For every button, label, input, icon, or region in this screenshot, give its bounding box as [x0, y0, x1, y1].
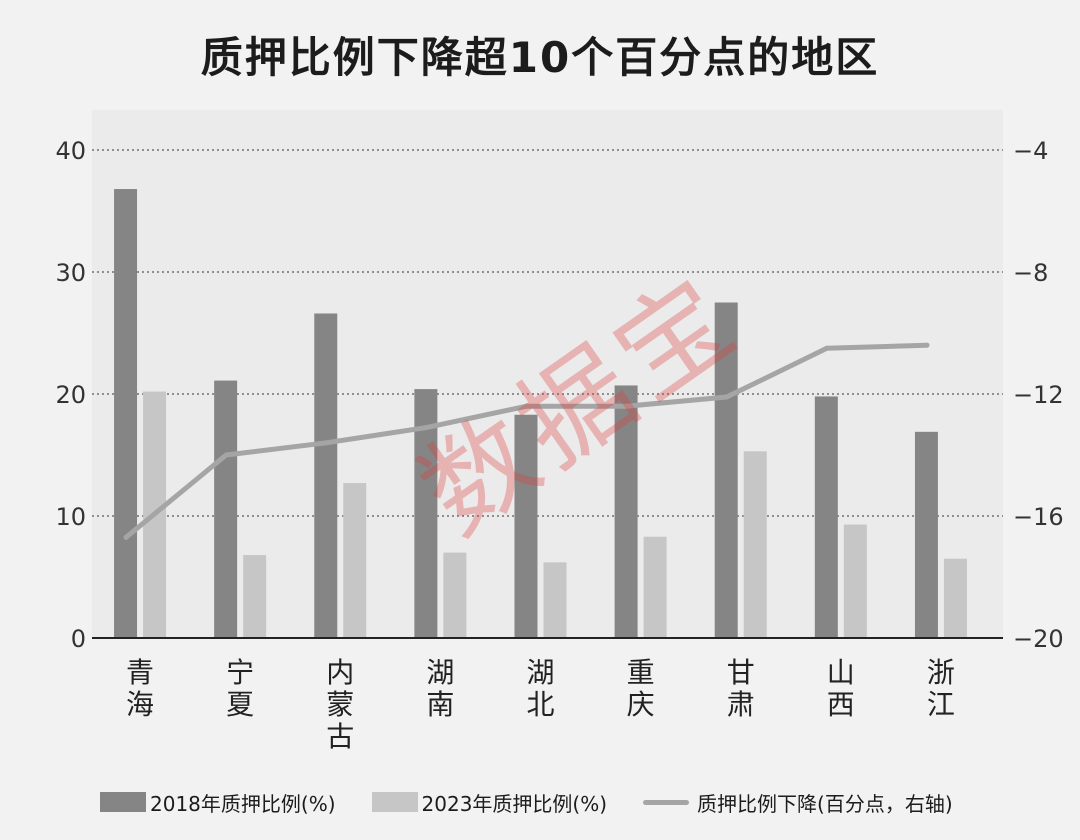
legend-item-2018: 2018年质押比例(%): [100, 788, 336, 817]
bar-2023: [443, 552, 467, 638]
decline-point: [824, 345, 830, 351]
legend-swatch-decline: [643, 799, 690, 805]
decline-point: [523, 403, 529, 409]
x-tick-label: 西: [827, 688, 855, 721]
bar-2018: [514, 414, 538, 638]
decline-point: [323, 440, 329, 446]
y-left-tick-label: 30: [55, 259, 86, 287]
y-left-tick-label: 20: [55, 381, 86, 409]
x-tick-label: 湖: [526, 656, 554, 689]
bar-2018: [814, 396, 838, 638]
y-right-tick-label: −16: [1013, 503, 1064, 531]
x-tick-label: 海: [126, 688, 154, 721]
bar-2023: [843, 524, 867, 638]
decline-point: [223, 452, 229, 458]
bar-2018: [314, 313, 338, 638]
x-tick-label: 夏: [226, 688, 254, 721]
x-tick-label: 南: [426, 688, 454, 721]
x-tick-label: 肃: [727, 688, 755, 721]
legend-item-2023: 2023年质押比例(%): [371, 788, 608, 817]
legend-label-decline: 质押比例下降(百分点，右轴): [697, 791, 953, 816]
decline-point: [924, 342, 930, 348]
y-left-tick-label: 40: [55, 137, 86, 165]
x-tick-label: 蒙: [326, 688, 354, 721]
bar-2023: [243, 555, 267, 638]
decline-point: [624, 403, 630, 409]
bar-2018: [914, 431, 938, 638]
legend-swatch-2018: [100, 792, 146, 812]
legend-label-2018: 2018年质押比例(%): [150, 791, 336, 816]
x-tick-label: 宁: [226, 656, 254, 689]
y-right-tick-label: −8: [1013, 259, 1048, 287]
legend-swatch-2023: [371, 792, 418, 812]
bar-2018: [214, 380, 238, 638]
legend-label-2023: 2023年质押比例(%): [421, 791, 608, 816]
x-tick-label: 庆: [627, 688, 655, 721]
bar-2023: [643, 536, 667, 638]
bar-2023: [943, 558, 967, 638]
x-tick-label: 古: [326, 720, 354, 753]
x-tick-label: 北: [526, 688, 554, 721]
x-tick-label: 浙: [927, 656, 955, 689]
legend-item-decline: 质押比例下降(百分点，右轴): [643, 788, 953, 817]
bar-2023: [543, 562, 567, 638]
x-tick-label: 甘: [727, 656, 755, 689]
y-right-tick-label: −4: [1013, 137, 1048, 165]
bar-2018: [714, 302, 738, 638]
decline-point: [123, 534, 129, 540]
y-left-tick-label: 10: [55, 503, 86, 531]
x-tick-label: 湖: [426, 656, 454, 689]
bar-2023: [743, 451, 767, 638]
x-tick-label: 重: [627, 656, 655, 689]
bar-2023: [343, 483, 367, 638]
bar-2018: [614, 385, 638, 638]
bar-2018: [114, 189, 138, 639]
decline-point: [423, 425, 429, 431]
x-tick-label: 山: [827, 656, 855, 689]
y-left-tick-label: 0: [71, 625, 86, 653]
chart-title: 质押比例下降超10个百分点的地区: [200, 33, 880, 82]
x-tick-label: 江: [927, 688, 955, 721]
legend: 2018年质押比例(%) 2023年质押比例(%) 质押比例下降(百分点，右轴): [100, 786, 1060, 818]
y-right-tick-label: −12: [1013, 381, 1064, 409]
x-tick-label: 青: [126, 656, 154, 689]
y-right-tick-label: −20: [1013, 625, 1064, 653]
decline-point: [724, 394, 730, 400]
bar-2018: [414, 389, 438, 638]
x-tick-label: 内: [326, 656, 354, 689]
